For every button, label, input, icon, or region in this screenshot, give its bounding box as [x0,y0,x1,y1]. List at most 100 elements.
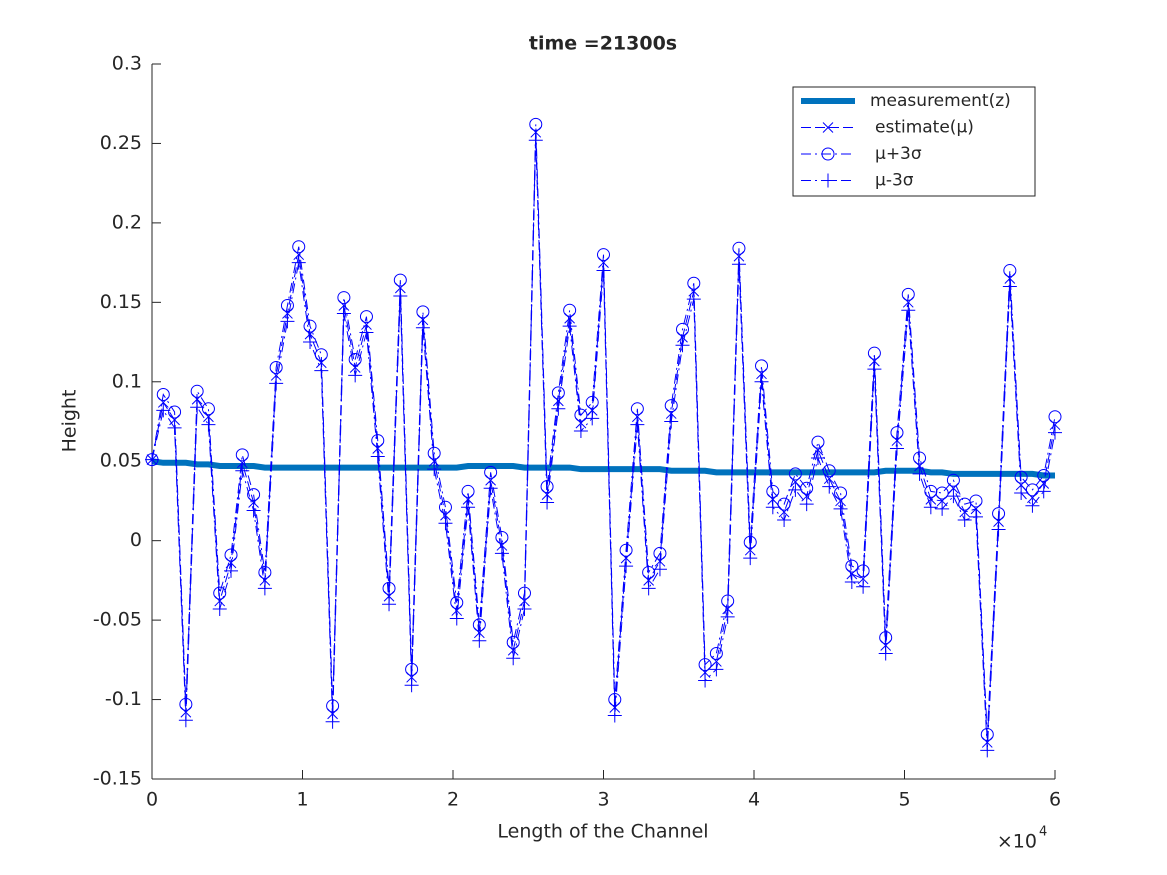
marker [393,288,408,303]
marker [156,403,171,418]
marker [370,449,385,464]
marker [844,574,859,589]
marker [879,631,893,645]
marker [698,673,713,688]
marker [856,579,871,594]
marker [563,303,577,317]
marker [901,303,916,318]
marker [291,255,306,270]
marker [607,708,622,723]
marker [495,530,509,544]
marker [821,173,835,188]
x-exponent-base: ×10 [997,831,1037,853]
marker [359,310,373,324]
marker [574,408,588,422]
marker [438,500,452,514]
marker [190,400,205,415]
marker [800,481,814,495]
marker [969,494,983,508]
marker [427,462,442,477]
series-line [151,140,1056,751]
marker [438,516,453,531]
marker [686,292,701,307]
legend-label: μ-3σ [875,171,914,191]
marker [597,248,610,262]
y-tick-label: 0.3 [112,53,142,75]
marker [529,117,543,131]
marker [641,581,656,596]
marker [619,559,634,574]
x-tick-label: 1 [296,789,308,811]
marker [258,565,272,579]
chart-title: time =21300s [529,33,677,55]
marker [980,743,995,758]
marker [720,609,735,624]
marker [822,122,834,133]
marker [935,501,950,516]
marker [889,441,904,456]
marker [1014,470,1028,484]
marker [461,500,476,515]
marker [393,273,407,287]
marker [676,322,690,336]
x-tick-label: 5 [898,789,910,811]
marker [653,546,667,560]
marker [167,420,182,435]
marker [325,714,340,729]
marker [472,618,486,632]
legend: measurement(z) estimate(μ) μ+3σ μ-3σ [792,86,1036,197]
marker [427,446,441,460]
marker [799,497,814,512]
marker [754,374,769,389]
marker [235,448,249,462]
marker [664,399,678,413]
marker [765,500,780,515]
marker [619,543,633,557]
marker [1048,425,1062,440]
legend-label: measurement(z) [870,91,1011,111]
marker [472,633,487,648]
marker [292,240,306,254]
marker [856,564,870,578]
marker [528,133,543,148]
series-line [151,132,1056,743]
marker [371,434,385,448]
marker [280,314,295,329]
marker [912,466,927,481]
marker [811,435,825,449]
marker [280,299,294,313]
marker [540,495,555,510]
marker [201,402,215,416]
marker [698,658,712,672]
y-tick-label: -0.1 [105,688,142,710]
marker [416,305,430,319]
marker [664,414,679,429]
marker [821,147,835,161]
marker [246,503,261,518]
marker [382,597,397,612]
marker [867,346,881,360]
marker [257,581,272,596]
marker [731,257,746,272]
marker [336,306,351,321]
marker [551,401,566,416]
marker [201,417,216,432]
marker [1036,484,1051,499]
marker [415,320,430,335]
series-line [151,124,1056,735]
marker [788,467,802,481]
marker [573,424,588,439]
marker [766,484,780,498]
marker [878,646,893,661]
marker [269,360,283,374]
marker [303,319,317,333]
marker [867,362,882,377]
marker [247,488,261,502]
marker [1048,410,1062,424]
marker [642,565,656,579]
marker [788,482,803,497]
marker [269,376,284,391]
marker [946,489,961,504]
marker [348,368,363,383]
